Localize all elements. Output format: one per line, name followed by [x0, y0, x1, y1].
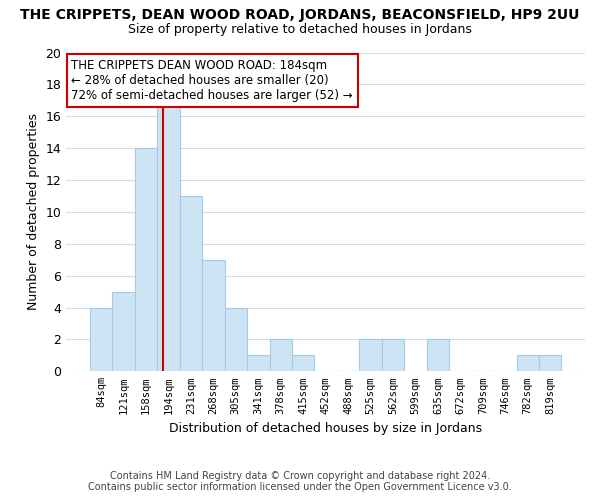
Bar: [112, 292, 135, 372]
Text: THE CRIPPETS, DEAN WOOD ROAD, JORDANS, BEACONSFIELD, HP9 2UU: THE CRIPPETS, DEAN WOOD ROAD, JORDANS, B…: [20, 8, 580, 22]
Bar: [135, 148, 157, 372]
Bar: [359, 340, 382, 372]
Bar: [517, 356, 539, 372]
Bar: [427, 340, 449, 372]
Bar: [202, 260, 224, 372]
Bar: [539, 356, 562, 372]
X-axis label: Distribution of detached houses by size in Jordans: Distribution of detached houses by size …: [169, 422, 482, 435]
Bar: [269, 340, 292, 372]
Bar: [382, 340, 404, 372]
Text: Size of property relative to detached houses in Jordans: Size of property relative to detached ho…: [128, 22, 472, 36]
Bar: [224, 308, 247, 372]
Bar: [179, 196, 202, 372]
Bar: [247, 356, 269, 372]
Text: Contains HM Land Registry data © Crown copyright and database right 2024.
Contai: Contains HM Land Registry data © Crown c…: [88, 471, 512, 492]
Bar: [292, 356, 314, 372]
Text: THE CRIPPETS DEAN WOOD ROAD: 184sqm
← 28% of detached houses are smaller (20)
72: THE CRIPPETS DEAN WOOD ROAD: 184sqm ← 28…: [71, 59, 353, 102]
Bar: [157, 100, 179, 372]
Y-axis label: Number of detached properties: Number of detached properties: [27, 114, 40, 310]
Bar: [90, 308, 112, 372]
